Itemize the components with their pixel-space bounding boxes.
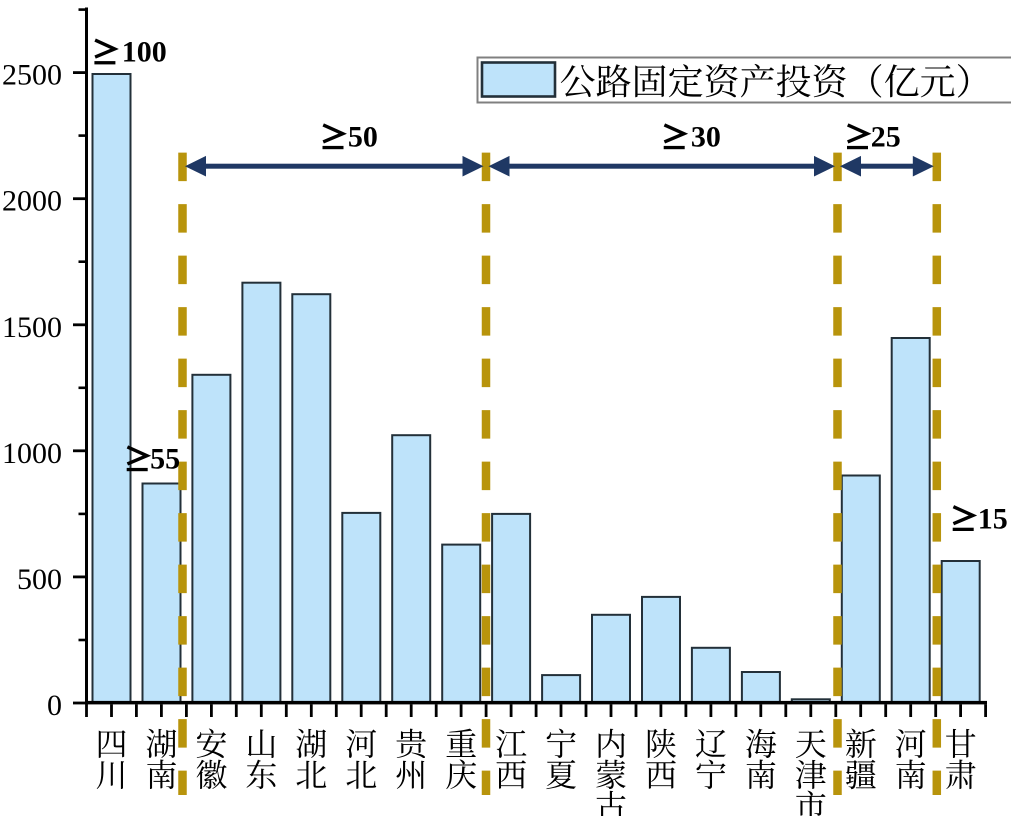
svg-text:1500: 1500 (2, 311, 62, 344)
svg-text:500: 500 (17, 563, 62, 596)
svg-text:55: 55 (150, 443, 180, 476)
svg-text:25: 25 (871, 121, 901, 154)
svg-text:50: 50 (348, 121, 378, 154)
svg-text:2000: 2000 (2, 185, 62, 218)
svg-text:100: 100 (122, 36, 167, 69)
svg-text:0: 0 (47, 689, 62, 722)
svg-text:2500: 2500 (2, 59, 62, 92)
svg-text:1000: 1000 (2, 437, 62, 470)
svg-text:30: 30 (691, 121, 721, 154)
svg-text:15: 15 (978, 502, 1008, 535)
